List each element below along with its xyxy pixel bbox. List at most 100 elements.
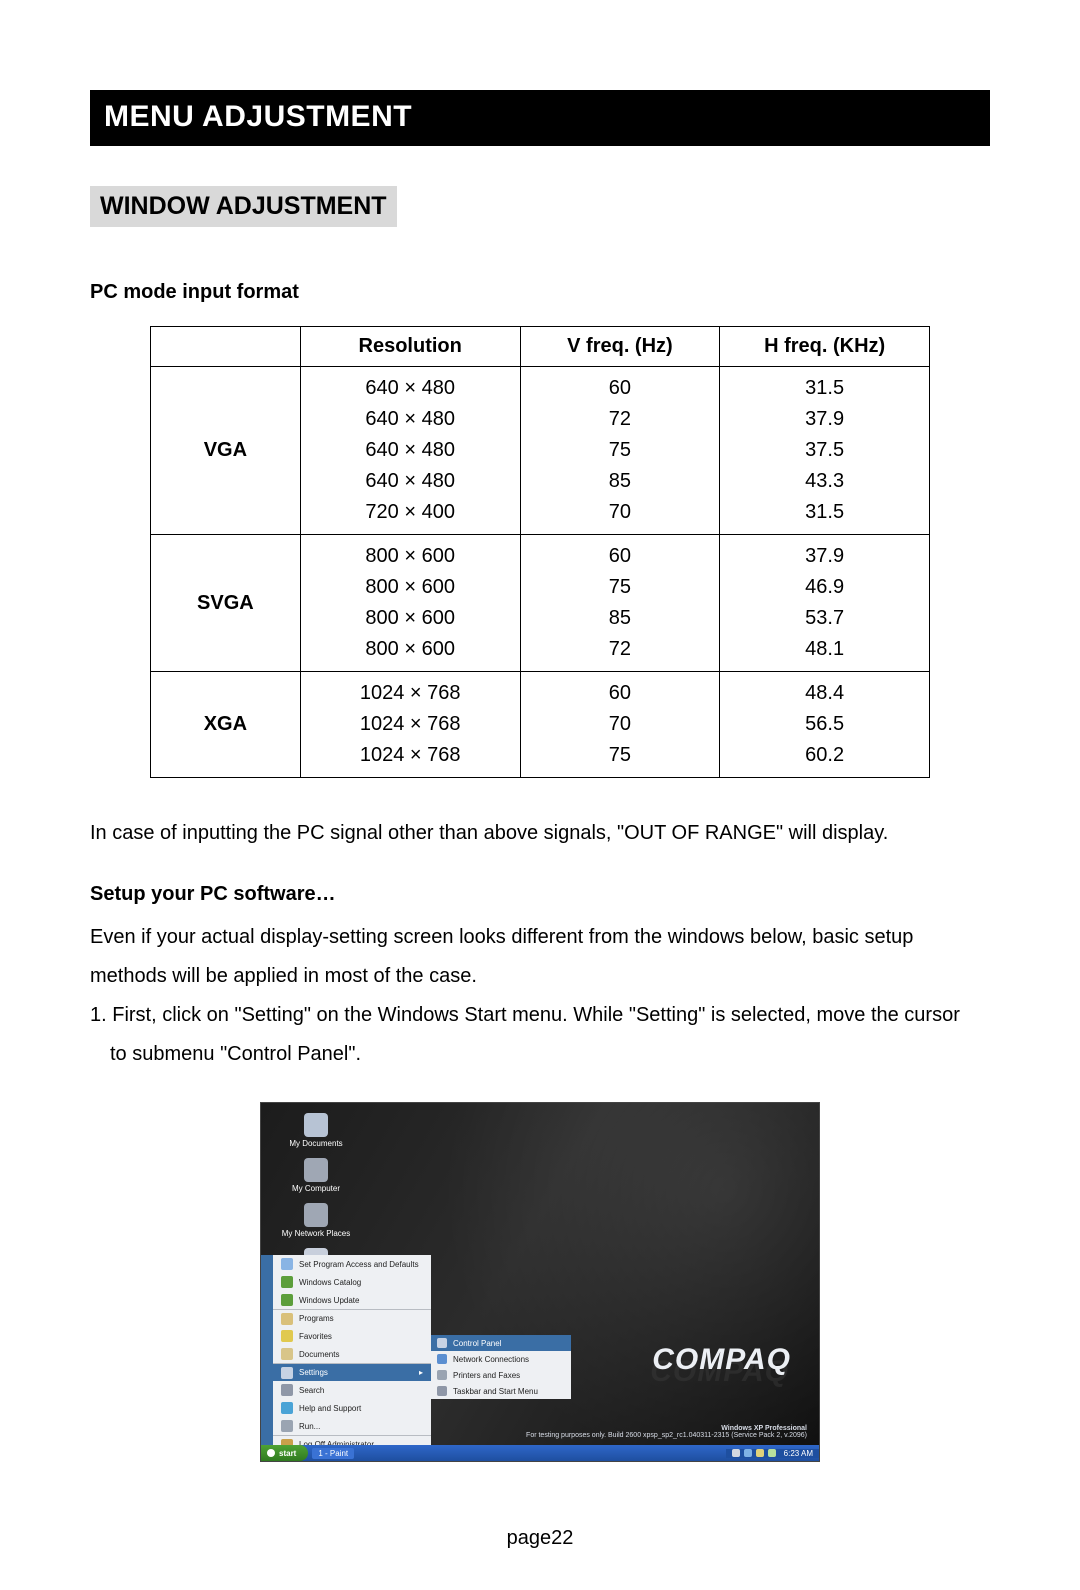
- setup-step-1: 1. First, click on "Setting" on the Wind…: [90, 996, 990, 1074]
- menu-item-icon: [281, 1384, 293, 1396]
- start-menu-item[interactable]: Run...: [273, 1417, 431, 1435]
- submenu-item[interactable]: Control Panel: [431, 1335, 571, 1351]
- tray-icon[interactable]: [732, 1449, 740, 1457]
- start-menu-item[interactable]: Favorites: [273, 1327, 431, 1345]
- start-menu-item[interactable]: Help and Support: [273, 1399, 431, 1417]
- row-name-vga: VGA: [151, 367, 301, 535]
- menu-item-icon: [281, 1402, 293, 1414]
- setup-para-1: Even if your actual display-setting scre…: [90, 918, 990, 996]
- submenu-item[interactable]: Network Connections: [431, 1351, 571, 1367]
- page-root: MENU ADJUSTMENT WINDOW ADJUSTMENT PC mod…: [0, 0, 1080, 1590]
- submenu-item-icon: [437, 1338, 447, 1348]
- menu-item-icon: [281, 1258, 293, 1270]
- start-button-label: start: [279, 1449, 296, 1458]
- page-title-bar: MENU ADJUSTMENT: [90, 90, 990, 146]
- menu-item-label: Programs: [299, 1314, 334, 1323]
- setup-header: Setup your PC software…: [90, 883, 990, 906]
- setup-para-1-line1: Even if your actual display-setting scre…: [90, 926, 913, 948]
- menu-item-icon: [281, 1367, 293, 1379]
- start-menu-item[interactable]: Search: [273, 1381, 431, 1399]
- th-blank: [151, 327, 301, 367]
- menu-item-icon: [281, 1276, 293, 1288]
- row-name-svga: SVGA: [151, 535, 301, 672]
- out-of-range-note: In case of inputting the PC signal other…: [90, 822, 990, 845]
- xp-build-label: Windows XP Professional For testing purp…: [526, 1425, 807, 1439]
- submenu-item-label: Taskbar and Start Menu: [453, 1387, 538, 1396]
- start-menu-item[interactable]: Windows Update: [273, 1291, 431, 1309]
- submenu-item-icon: [437, 1370, 447, 1380]
- desktop-icon[interactable]: My Documents: [271, 1113, 361, 1148]
- inline-screenshot: My Documents My Computer My Network Places…: [260, 1102, 820, 1462]
- desktop-icon-glyph: [304, 1158, 328, 1182]
- submenu-item[interactable]: Printers and Faxes: [431, 1367, 571, 1383]
- start-menu-item[interactable]: Set Program Access and Defaults: [273, 1255, 431, 1273]
- desktop-icon-label: My Network Places: [271, 1229, 361, 1238]
- menu-item-label: Set Program Access and Defaults: [299, 1260, 419, 1269]
- row-name-xga: XGA: [151, 672, 301, 778]
- menu-item-icon: [281, 1313, 293, 1325]
- cell-svga-v: 60758572: [520, 535, 720, 672]
- cell-svga-res: 800 × 600800 × 600800 × 600800 × 600: [300, 535, 520, 672]
- tray-icon[interactable]: [744, 1449, 752, 1457]
- pc-mode-title: PC mode input format: [90, 281, 990, 304]
- menu-item-icon: [281, 1420, 293, 1432]
- desktop-icon[interactable]: My Computer: [271, 1158, 361, 1193]
- start-menu-item-settings[interactable]: Settings ▸: [273, 1363, 431, 1381]
- menu-item-label: Help and Support: [299, 1404, 361, 1413]
- menu-item-label: Documents: [299, 1350, 339, 1359]
- setup-step-1-line2: to submenu "Control Panel".: [90, 1035, 990, 1074]
- submenu-item-label: Control Panel: [453, 1339, 501, 1348]
- menu-item-label: Windows Catalog: [299, 1278, 361, 1287]
- submenu-item[interactable]: Taskbar and Start Menu: [431, 1383, 571, 1399]
- cell-vga-res: 640 × 480640 × 480640 × 480640 × 480720 …: [300, 367, 520, 535]
- tray-icon[interactable]: [768, 1449, 776, 1457]
- cell-xga-v: 607075: [520, 672, 720, 778]
- section-window-adjustment: WINDOW ADJUSTMENT: [90, 186, 397, 227]
- start-icon: [267, 1449, 275, 1457]
- start-menu-item[interactable]: Programs: [273, 1309, 431, 1327]
- system-tray[interactable]: 6:23 AM: [726, 1449, 819, 1458]
- settings-submenu[interactable]: Control Panel Network Connections Printers…: [431, 1335, 571, 1399]
- chevron-right-icon: ▸: [419, 1368, 423, 1377]
- desktop-icon[interactable]: My Network Places: [271, 1203, 361, 1238]
- th-hfreq: H freq. (KHz): [720, 327, 930, 367]
- submenu-item-label: Printers and Faxes: [453, 1371, 520, 1380]
- compaq-logo: COMPAQ: [652, 1343, 791, 1377]
- cell-xga-h: 48.456.560.2: [720, 672, 930, 778]
- xp-build-line1: Windows XP Professional: [721, 1425, 807, 1432]
- cell-vga-h: 31.537.937.543.331.5: [720, 367, 930, 535]
- menu-item-icon: [281, 1294, 293, 1306]
- desktop-icon-glyph: [304, 1203, 328, 1227]
- th-vfreq: V freq. (Hz): [520, 327, 720, 367]
- menu-item-label: Favorites: [299, 1332, 332, 1341]
- start-menu-sidebar: [261, 1255, 273, 1445]
- taskbar-task-btn[interactable]: 1 - Paint: [312, 1448, 354, 1459]
- page-number: page22: [90, 1527, 990, 1550]
- tray-clock: 6:23 AM: [784, 1449, 813, 1458]
- menu-item-icon: [281, 1348, 293, 1360]
- th-resolution: Resolution: [300, 327, 520, 367]
- setup-para-1-line2: methods will be applied in most of the c…: [90, 965, 477, 987]
- xp-build-line2: For testing purposes only. Build 2600 xp…: [526, 1432, 807, 1439]
- start-menu[interactable]: Set Program Access and Defaults Windows C…: [261, 1255, 431, 1445]
- start-menu-item[interactable]: Windows Catalog: [273, 1273, 431, 1291]
- submenu-item-icon: [437, 1354, 447, 1364]
- cell-vga-v: 6072758570: [520, 367, 720, 535]
- start-button[interactable]: start: [261, 1445, 308, 1461]
- cell-svga-h: 37.946.953.748.1: [720, 535, 930, 672]
- desktop-icon-label: My Documents: [271, 1139, 361, 1148]
- menu-item-label: Settings: [299, 1368, 328, 1377]
- tray-icon[interactable]: [756, 1449, 764, 1457]
- submenu-item-label: Network Connections: [453, 1355, 529, 1364]
- taskbar[interactable]: start 1 - Paint 6:23 AM: [261, 1445, 819, 1461]
- cell-xga-res: 1024 × 7681024 × 7681024 × 768: [300, 672, 520, 778]
- desktop-icon-glyph: [304, 1113, 328, 1137]
- menu-item-label: Windows Update: [299, 1296, 359, 1305]
- submenu-item-icon: [437, 1386, 447, 1396]
- start-menu-item[interactable]: Documents: [273, 1345, 431, 1363]
- menu-item-icon: [281, 1330, 293, 1342]
- menu-item-label: Search: [299, 1386, 324, 1395]
- menu-item-label: Run...: [299, 1422, 320, 1431]
- desktop-icon-label: My Computer: [271, 1184, 361, 1193]
- freq-table: Resolution V freq. (Hz) H freq. (KHz) VG…: [150, 326, 930, 778]
